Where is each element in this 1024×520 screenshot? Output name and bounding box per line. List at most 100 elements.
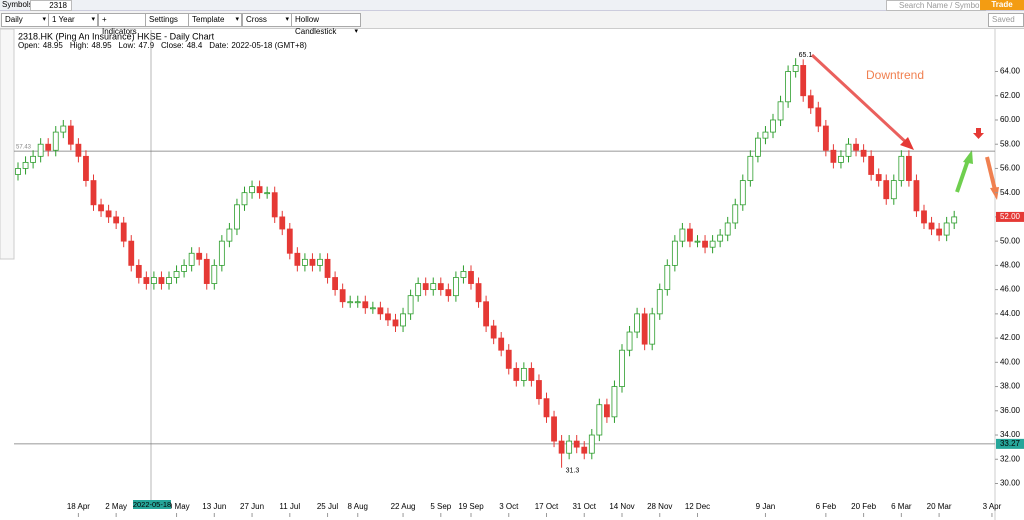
- y-tick-label: 56.00: [1000, 164, 1021, 173]
- candle-body: [490, 325, 497, 339]
- candle-body: [498, 337, 505, 351]
- y-tick-label: 44.00: [1000, 309, 1021, 318]
- candle-body: [785, 71, 791, 103]
- reference-label: 33.27: [1000, 439, 1021, 448]
- candle-body: [619, 349, 625, 387]
- interval-select[interactable]: Daily: [1, 13, 49, 27]
- y-tick-label: 58.00: [1000, 139, 1021, 148]
- candle-body: [890, 180, 897, 200]
- candle-body: [747, 155, 754, 181]
- red-marker: [973, 128, 984, 139]
- symbol-chip[interactable]: 2318: [30, 0, 72, 11]
- candle-body: [641, 313, 648, 345]
- candle-body: [468, 271, 474, 284]
- candle-body: [392, 319, 399, 327]
- trend-arrowhead: [900, 137, 914, 150]
- info-label: Close:: [161, 41, 184, 50]
- saved-button[interactable]: Saved: [988, 13, 1024, 27]
- candle-body: [354, 301, 361, 304]
- x-tick-label: 20 Feb: [851, 502, 876, 511]
- candle-body: [173, 271, 180, 278]
- candle-body: [875, 174, 882, 181]
- candle-body: [339, 289, 346, 303]
- x-tick-label: 27 Jun: [240, 502, 264, 511]
- candle-body: [332, 277, 339, 291]
- candle-body: [60, 125, 67, 133]
- candle-body: [22, 161, 29, 169]
- x-tick-label: 17 Oct: [535, 502, 559, 511]
- candle-body: [347, 301, 354, 304]
- info-value: 48.4: [187, 41, 203, 50]
- low-label: 31.3: [566, 468, 580, 475]
- candle-body: [536, 380, 542, 400]
- candle-body: [271, 192, 278, 218]
- y-tick-label: 46.00: [1000, 285, 1021, 294]
- y-tick-label: 60.00: [1000, 115, 1021, 124]
- candle-body: [528, 367, 535, 381]
- x-tick-label: 28 Nov: [647, 502, 672, 511]
- settings-button[interactable]: Settings: [145, 13, 189, 27]
- candle-body: [755, 137, 761, 157]
- candle-body: [45, 143, 52, 151]
- last-price-label: 52.00: [1000, 212, 1021, 221]
- symbols-label: Symbols:: [2, 0, 35, 9]
- last-price-bg: [996, 211, 1024, 222]
- candle-body: [634, 313, 640, 333]
- y-tick-label: 34.00: [1000, 430, 1021, 439]
- candle-body: [830, 149, 837, 163]
- candle-body: [611, 386, 618, 418]
- high-label: 65.1: [799, 52, 813, 59]
- candle-body: [777, 101, 784, 121]
- candle-body: [588, 434, 595, 454]
- candle-body: [604, 404, 610, 418]
- template-select[interactable]: Template: [188, 13, 242, 27]
- range-select[interactable]: 1 Year: [48, 13, 98, 27]
- candle-body: [317, 258, 323, 266]
- cursor-select[interactable]: Cross: [242, 13, 292, 27]
- x-tick-label: 14 Nov: [609, 502, 634, 511]
- x-tick-label: 3 Apr: [983, 502, 1002, 511]
- candle-body: [256, 186, 263, 194]
- trend-line: [810, 53, 912, 148]
- search-box[interactable]: Search Name / Symbol: [886, 0, 986, 11]
- candle-body: [135, 264, 142, 278]
- candle-body: [792, 65, 799, 72]
- candle-body: [369, 307, 376, 310]
- candle-body: [853, 143, 859, 151]
- candle-body: [906, 155, 912, 181]
- candle-body: [762, 131, 769, 139]
- reference-label: 57.43: [16, 145, 32, 151]
- candle-body: [581, 446, 588, 454]
- candle-body: [649, 313, 656, 345]
- candle-body: [883, 180, 890, 200]
- candle-body: [573, 440, 580, 448]
- candle-body: [98, 204, 104, 212]
- up-arrow: [955, 159, 970, 193]
- candle-body: [249, 186, 255, 194]
- candle-body: [143, 277, 150, 284]
- style-select[interactable]: Hollow Candlestick: [291, 13, 361, 38]
- x-tick-label: 6 Feb: [816, 502, 837, 511]
- candle-body: [75, 143, 82, 157]
- candle-body: [324, 258, 331, 278]
- candle-body: [226, 228, 233, 242]
- x-tick-label: 19 Sep: [458, 502, 484, 511]
- candle-body: [445, 289, 452, 297]
- candle-body: [415, 283, 422, 297]
- x-tick-label: 25 Jul: [317, 502, 339, 511]
- candle-body: [513, 367, 520, 381]
- candle-body: [951, 216, 958, 224]
- candle-body: [309, 258, 316, 266]
- trade-button[interactable]: Trade: [980, 0, 1024, 10]
- y-tick-label: 54.00: [1000, 188, 1021, 197]
- y-tick-label: 50.00: [1000, 236, 1021, 245]
- candle-body: [150, 277, 157, 284]
- indicators-button[interactable]: + Indicators: [98, 13, 146, 36]
- candle-body: [181, 264, 188, 272]
- candle-body: [898, 155, 905, 181]
- y-tick-label: 38.00: [1000, 382, 1021, 391]
- toolbar: Daily 1 Year + Indicators Settings Templ…: [0, 11, 1024, 38]
- candle-body: [475, 283, 482, 303]
- crosshair-label-bg: [133, 500, 171, 509]
